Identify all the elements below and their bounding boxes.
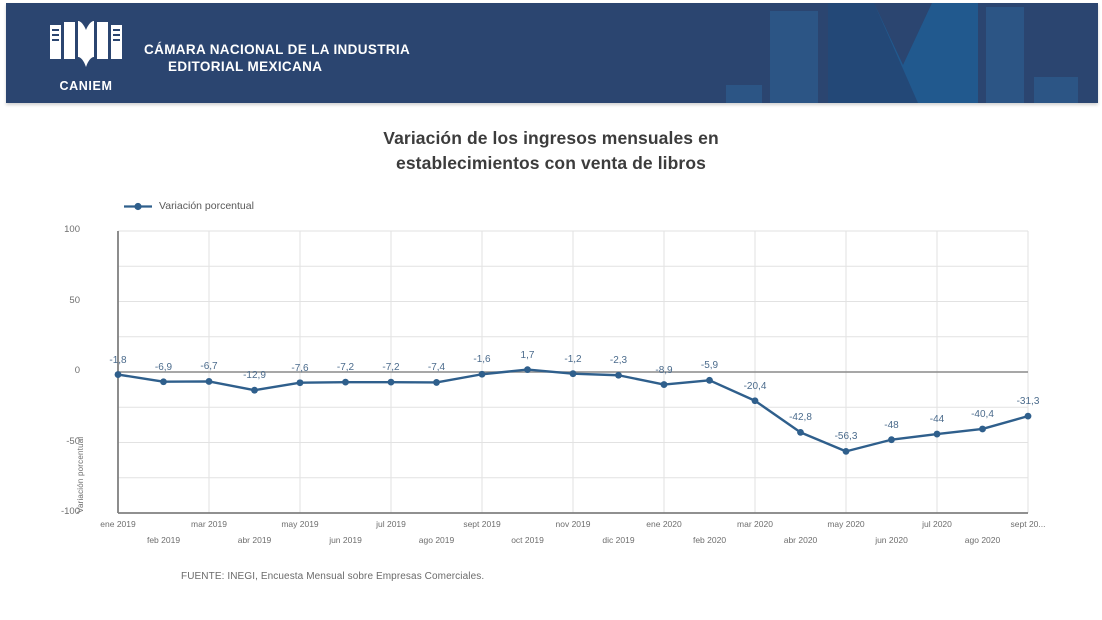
data-point-marker[interactable] bbox=[615, 371, 622, 379]
organization-name: CÁMARA NACIONAL DE LA INDUSTRIA EDITORIA… bbox=[144, 35, 410, 75]
x-axis-tick-label: may 2020 bbox=[827, 519, 865, 529]
y-axis-tick-label: 0 bbox=[74, 365, 80, 376]
chart-svg bbox=[114, 230, 1032, 514]
data-point-marker[interactable] bbox=[387, 378, 395, 386]
x-axis-tick-label: mar 2019 bbox=[191, 519, 227, 529]
x-axis-tick-label: jun 2020 bbox=[875, 535, 908, 545]
data-point-label: -40,4 bbox=[971, 408, 994, 420]
chart-title: Variación de los ingresos mensuales en e… bbox=[0, 126, 1102, 176]
data-point-marker[interactable] bbox=[433, 379, 440, 386]
y-axis-tick-label: 50 bbox=[69, 294, 80, 306]
chart-container: Variación porcentual Variación porcentua… bbox=[0, 195, 1102, 555]
data-point-marker[interactable] bbox=[706, 376, 713, 384]
x-axis-tick-label: may 2019 bbox=[281, 519, 319, 529]
x-axis-tick-label: sept 20... bbox=[1010, 519, 1046, 529]
y-axis-tick-label: -100 bbox=[60, 506, 80, 517]
legend-marker-icon bbox=[124, 202, 152, 210]
page-header: CANIEM CÁMARA NACIONAL DE LA INDUSTRIA E… bbox=[6, 3, 1098, 103]
data-point-marker[interactable] bbox=[160, 378, 167, 386]
x-axis-tick-label: ago 2020 bbox=[964, 535, 1001, 545]
data-point-marker[interactable] bbox=[205, 378, 213, 385]
data-point-label: 1,7 bbox=[520, 349, 535, 361]
data-point-marker[interactable] bbox=[524, 366, 531, 374]
data-point-label: -20,4 bbox=[743, 380, 767, 392]
data-point-label: -7,2 bbox=[382, 362, 400, 374]
data-point-marker[interactable] bbox=[251, 386, 258, 394]
data-point-label: -7,6 bbox=[291, 362, 309, 374]
open-book-icon bbox=[50, 21, 122, 67]
x-axis-tick-label: sept 2019 bbox=[463, 519, 501, 529]
x-axis-tick-label: jun 2019 bbox=[329, 535, 362, 545]
plot-area bbox=[114, 230, 1032, 514]
legend-label: Variación porcentual bbox=[159, 200, 254, 212]
y-axis-title: Variación porcentual bbox=[76, 436, 85, 513]
data-point-label: -7,4 bbox=[427, 362, 446, 374]
x-axis-tick-label: oct 2019 bbox=[511, 535, 544, 545]
data-point-marker[interactable] bbox=[660, 381, 668, 388]
data-point-label: -5,9 bbox=[700, 360, 719, 372]
chart-title-line1: Variación de los ingresos mensuales en bbox=[383, 128, 719, 148]
data-point-label: -1,8 bbox=[109, 354, 127, 366]
x-axis-tick-label: abr 2020 bbox=[783, 535, 818, 545]
data-point-marker[interactable] bbox=[569, 370, 577, 378]
data-point-label: -2,3 bbox=[609, 355, 628, 367]
org-name-line2: EDITORIAL MEXICANA bbox=[168, 59, 323, 74]
data-point-label: -48 bbox=[884, 419, 899, 431]
x-axis-tick-label: jul 2019 bbox=[376, 519, 406, 529]
x-axis-tick-label: dic 2019 bbox=[602, 535, 635, 545]
data-point-marker[interactable] bbox=[478, 370, 486, 378]
x-axis-tick-label: ene 2019 bbox=[100, 519, 136, 529]
data-point-marker[interactable] bbox=[1024, 412, 1032, 420]
chart-legend: Variación porcentual bbox=[124, 200, 254, 212]
data-point-label: -44 bbox=[929, 414, 945, 426]
logo-wordmark: CANIEM bbox=[59, 79, 113, 93]
y-axis-tick-label: -50 bbox=[66, 435, 80, 447]
caniem-logo: CANIEM bbox=[46, 19, 126, 93]
x-axis-tick-label: feb 2020 bbox=[692, 535, 727, 545]
org-name-line1: CÁMARA NACIONAL DE LA INDUSTRIA bbox=[144, 42, 411, 57]
data-point-marker[interactable] bbox=[296, 379, 304, 387]
chart-title-line2: establecimientos con venta de libros bbox=[396, 153, 706, 173]
header-decoration bbox=[678, 3, 1098, 103]
data-point-label: -12,9 bbox=[243, 370, 266, 382]
brand-block: CANIEM CÁMARA NACIONAL DE LA INDUSTRIA E… bbox=[46, 19, 410, 93]
data-point-marker[interactable] bbox=[342, 378, 349, 386]
source-note: FUENTE: INEGI, Encuesta Mensual sobre Em… bbox=[181, 571, 485, 582]
data-point-label: -7,2 bbox=[336, 362, 355, 374]
data-point-label: -1,6 bbox=[473, 354, 491, 366]
data-point-label: -31,3 bbox=[1016, 396, 1040, 408]
x-axis-tick-label: ene 2020 bbox=[646, 519, 682, 529]
data-point-marker[interactable] bbox=[842, 447, 850, 455]
data-point-label: -42,8 bbox=[789, 412, 812, 424]
data-point-label: -6,7 bbox=[200, 361, 218, 373]
y-axis-tick-label: 100 bbox=[64, 224, 80, 235]
data-point-marker[interactable] bbox=[888, 436, 895, 444]
data-point-marker[interactable] bbox=[979, 425, 986, 433]
data-point-marker[interactable] bbox=[114, 371, 122, 378]
data-point-label: -56,3 bbox=[834, 431, 858, 443]
x-axis-tick-label: feb 2019 bbox=[146, 535, 181, 545]
data-point-label: -8,9 bbox=[655, 364, 673, 376]
data-point-label: -6,9 bbox=[154, 361, 173, 373]
data-point-label: -1,2 bbox=[564, 353, 582, 365]
x-axis-tick-label: mar 2020 bbox=[737, 519, 773, 529]
x-axis-tick-label: abr 2019 bbox=[237, 535, 272, 545]
data-point-marker[interactable] bbox=[797, 428, 804, 436]
x-axis-tick-label: ago 2019 bbox=[418, 535, 455, 545]
data-point-marker[interactable] bbox=[751, 397, 759, 405]
x-axis-tick-label: nov 2019 bbox=[555, 519, 591, 529]
data-point-marker[interactable] bbox=[933, 430, 941, 438]
x-axis-tick-label: jul 2020 bbox=[922, 519, 952, 529]
